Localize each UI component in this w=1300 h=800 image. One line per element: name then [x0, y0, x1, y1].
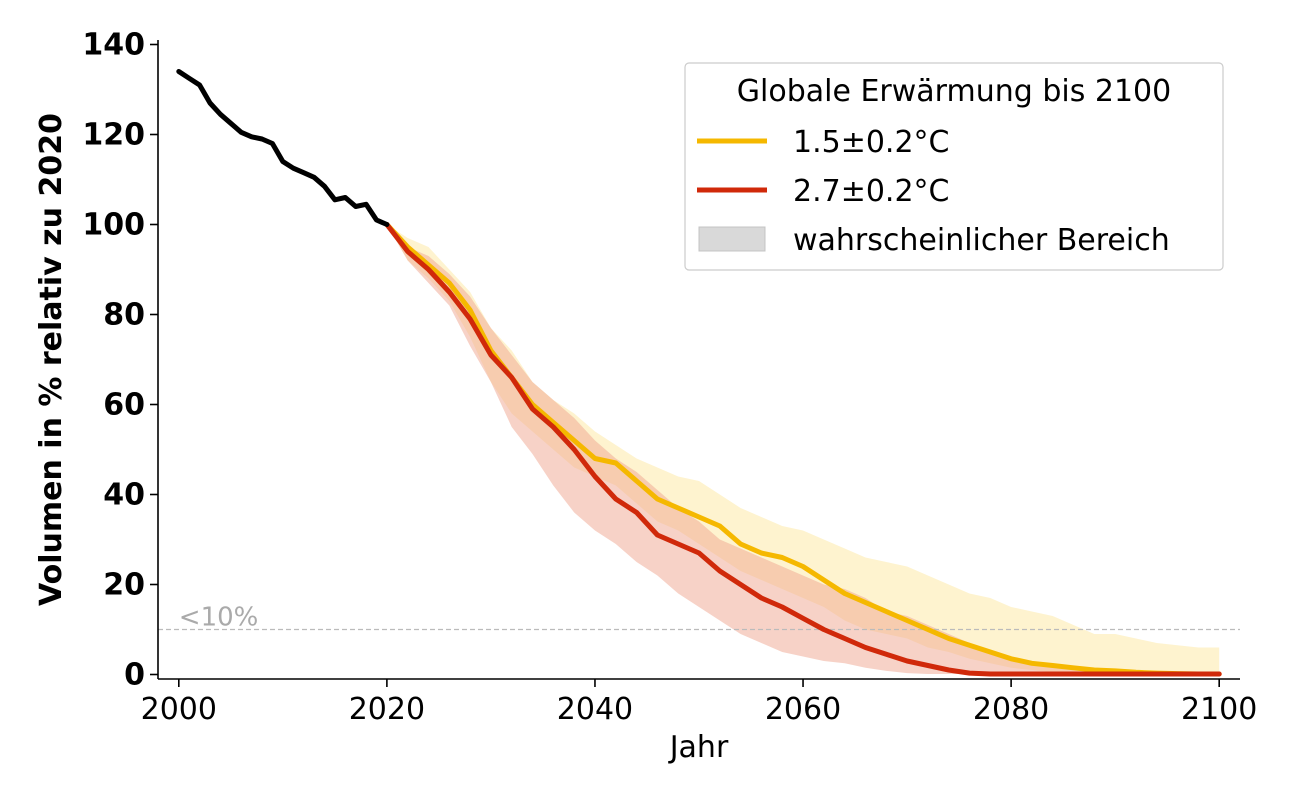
- reference-line-label: <10%: [179, 603, 259, 633]
- legend-entries: 1.5±0.2°C 2.7±0.2°C wahrscheinlicher Berei…: [697, 125, 1170, 258]
- legend: Globale Erwärmung bis 2100 1.5±0.2°C 2.7±…: [684, 62, 1224, 271]
- y-tick-label: 60: [103, 388, 145, 423]
- legend-label: wahrscheinlicher Bereich: [793, 223, 1170, 258]
- legend-box: [684, 62, 1224, 271]
- x-axis-label: Jahr: [668, 730, 729, 765]
- y-tick-label: 80: [103, 298, 145, 333]
- y-tick-label: 120: [82, 118, 145, 153]
- x-tick-label: 2000: [141, 692, 217, 727]
- legend-label: 1.5±0.2°C: [793, 125, 950, 160]
- y-ticks: 0 20 40 60 80 100 120 140: [82, 28, 158, 693]
- y-tick-label: 20: [103, 568, 145, 603]
- line-historical: [176, 69, 390, 227]
- x-tick-label: 2080: [973, 692, 1049, 727]
- x-ticks: 2000 2020 2040 2060 2080 2100: [141, 679, 1257, 727]
- y-tick-label: 100: [82, 208, 145, 243]
- legend-label: 2.7±0.2°C: [793, 174, 950, 209]
- legend-title: Globale Erwärmung bis 2100: [737, 74, 1171, 109]
- band-series-2: [386, 224, 1220, 674]
- series-lines: [176, 69, 1222, 677]
- y-tick-label: 140: [82, 28, 145, 63]
- x-tick-label: 2100: [1181, 692, 1257, 727]
- uncertainty-bands: [386, 224, 1220, 674]
- y-tick-label: 40: [103, 478, 145, 513]
- y-tick-label: 0: [124, 658, 145, 693]
- x-tick-label: 2060: [765, 692, 841, 727]
- legend-patch: [698, 226, 766, 252]
- y-axis-label: Volumen in % relativ zu 2020: [34, 113, 69, 606]
- x-tick-label: 2020: [349, 692, 425, 727]
- line-series-2: [384, 222, 1222, 677]
- x-tick-label: 2040: [557, 692, 633, 727]
